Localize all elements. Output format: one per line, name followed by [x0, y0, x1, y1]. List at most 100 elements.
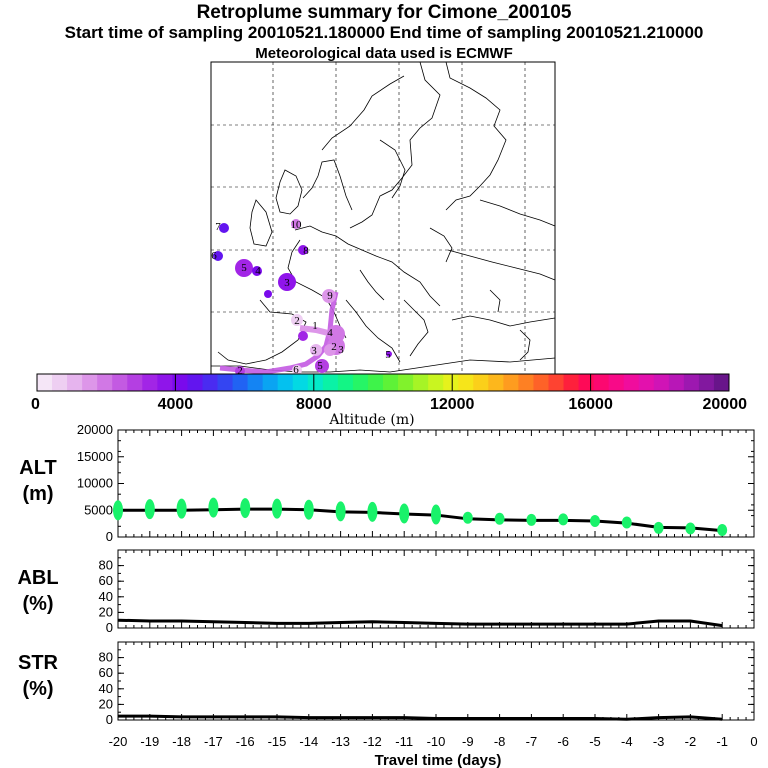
colorbar-swatch [698, 374, 715, 391]
coastline [519, 329, 531, 361]
x-tick-label: -7 [526, 734, 538, 749]
colorbar-swatch [563, 374, 580, 391]
y-tick-label: 15000 [77, 449, 113, 464]
colorbar-swatch [503, 374, 519, 391]
altitude-spread-point [303, 499, 314, 520]
colorbar-swatch [668, 374, 685, 391]
plume-day-label: 10 [291, 219, 303, 231]
series-line-str [118, 714, 723, 721]
altitude-spread-point [176, 498, 187, 519]
x-tick-label: -10 [427, 734, 446, 749]
y-tick-label: 40 [99, 681, 113, 696]
coastline [403, 299, 429, 357]
plume-position-marker [324, 344, 336, 356]
colorbar-swatch [443, 374, 459, 391]
plume-day-label: 5 [317, 360, 323, 372]
plume-day-label: 3 [338, 344, 344, 356]
colorbar-swatch [352, 374, 369, 391]
coastline [349, 61, 441, 229]
colorbar-swatch [277, 374, 294, 391]
colorbar-swatch [142, 374, 158, 391]
x-tick-label: -9 [462, 734, 474, 749]
coastline [379, 139, 406, 199]
colorbar-swatch [713, 374, 730, 391]
colorbar-tick-label: 8000 [296, 396, 332, 413]
plume-position-marker [292, 365, 302, 375]
colorbar-swatch [337, 374, 354, 391]
plume-position-marker [315, 359, 329, 373]
colorbar-swatch [82, 374, 98, 391]
altitude-spread-point [113, 500, 123, 521]
series-line-abl [117, 618, 723, 628]
colorbar-swatch [518, 374, 534, 391]
colorbar-swatch [127, 374, 143, 391]
x-tick-label: -11 [395, 734, 413, 749]
coastline [345, 299, 401, 363]
plume-day-label: 9 [327, 290, 333, 302]
altitude-spread-point [590, 514, 600, 527]
colorbar-swatch [112, 374, 128, 391]
plume-day-label: 6 [293, 364, 299, 376]
x-axis-title: Travel time (days) [375, 752, 502, 768]
x-tick-label: -3 [653, 734, 665, 749]
plume-position-marker [219, 223, 229, 233]
colorbar-swatch [292, 374, 309, 391]
colorbar-tick-label: 16000 [568, 396, 613, 413]
coastline [479, 199, 556, 227]
altitude-spread-point [272, 498, 282, 519]
x-tick-label: -5 [589, 734, 601, 749]
colorbar-swatch [413, 374, 429, 391]
colorbar-swatch [488, 374, 504, 391]
y-axis-unit: (%) [22, 593, 53, 615]
colorbar-swatch [172, 374, 188, 391]
colorbar-swatch [52, 374, 68, 391]
series-line-mean-altitude [118, 507, 723, 533]
y-tick-label: 80 [99, 558, 113, 573]
y-axis-unit: (%) [22, 678, 53, 700]
colorbar-tick-label: 12000 [430, 396, 475, 413]
x-tick-label: 0 [750, 734, 757, 749]
altitude-spread-point [144, 499, 155, 520]
colorbar-swatch [578, 374, 595, 391]
plume-day-label: 7 [215, 221, 221, 233]
colorbar-swatch [623, 374, 640, 391]
plume-day-label: 8 [303, 245, 309, 257]
plume-position-marker [310, 344, 322, 356]
panel-alt: 20000 15000 10000 5000 0 ALT (m) [19, 422, 755, 544]
colorbar-title: Altitude (m) [328, 412, 414, 428]
plume-day-label: 4 [327, 327, 333, 339]
colorbar-swatch [548, 374, 565, 391]
plume-day-label: 5 [385, 349, 391, 361]
x-tick-label: -6 [557, 734, 569, 749]
colorbar-swatch [458, 374, 474, 391]
sampling-times: Start time of sampling 20010521.180000 E… [64, 23, 704, 42]
plume-day-label: 2 [294, 315, 300, 327]
y-axis-title: ABL [17, 567, 58, 589]
x-tick-label: -16 [236, 734, 255, 749]
plume-day-label: 4 [255, 265, 261, 277]
plume-position-marker [298, 245, 308, 255]
altitude-spread-point [335, 501, 346, 522]
colorbar-swatch [428, 374, 444, 391]
y-axis-title: ALT [19, 457, 56, 479]
x-tick-label: -4 [621, 734, 633, 749]
coastline [211, 357, 556, 373]
colorbar-swatch [473, 374, 489, 391]
colorbar-tick-label: 0 [31, 396, 40, 413]
y-axis-unit: (m) [22, 483, 53, 505]
y-tick-label: 10000 [77, 476, 113, 491]
panel-frame [117, 641, 755, 721]
y-tick-label: 20 [99, 696, 113, 711]
colorbar-swatch [37, 374, 53, 391]
colorbar-swatch [202, 374, 219, 391]
colorbar-swatch [533, 374, 549, 391]
altitude-spread-point [367, 501, 378, 522]
altitude-colorbar: 0 4000 8000 12000 16000 20000 [31, 373, 747, 413]
map-frame [210, 61, 556, 377]
plume-position-marker [213, 251, 223, 261]
y-tick-label: 0 [106, 620, 113, 635]
x-tick-label: -8 [494, 734, 506, 749]
x-tick-label: -17 [204, 734, 223, 749]
plume-day-label: 2 [237, 365, 243, 377]
